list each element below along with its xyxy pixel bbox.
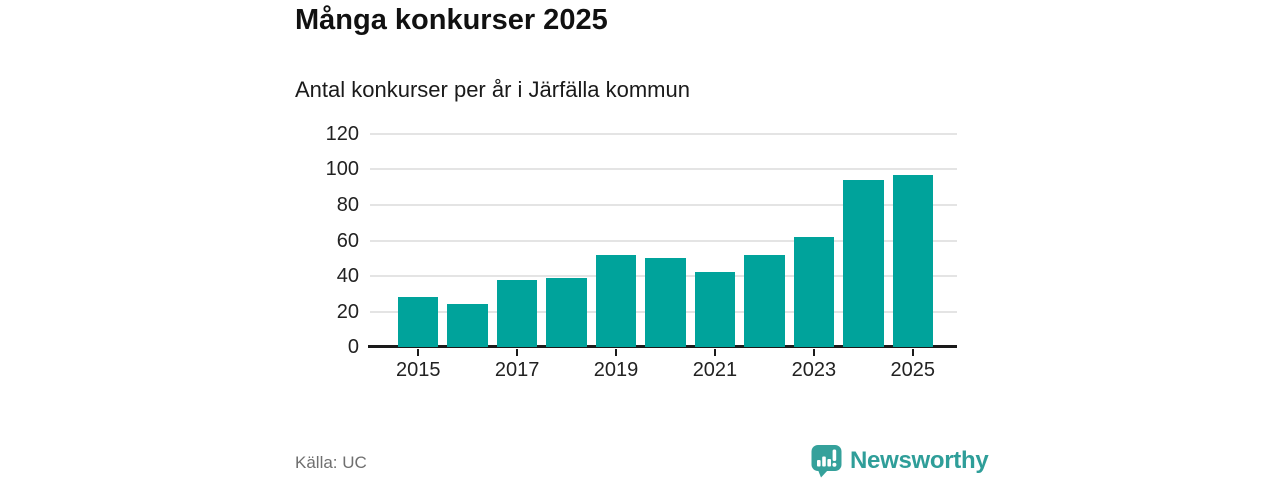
- chart-title: Många konkurser 2025: [295, 4, 608, 36]
- bar-2022: [744, 254, 785, 347]
- bar-2017: [496, 279, 538, 347]
- bar-chart-plot: 0 20 40 60 80 100 120 2015 2017 2019 2021 2023 2025: [326, 124, 957, 380]
- source-note: Källa: UC: [295, 453, 367, 472]
- x-axis-tick: [516, 349, 519, 356]
- newsworthy-badge-icon: [811, 445, 842, 478]
- chart-subtitle: Antal konkurser per år i Järfälla kommun: [295, 77, 690, 102]
- x-axis-tick-label: 2021: [692, 359, 738, 381]
- newsworthy-logo: Newsworthy: [810, 444, 989, 478]
- x-axis-tick-label: 2017: [494, 359, 540, 381]
- x-axis-tick-label: 2015: [395, 359, 441, 381]
- bar-2021: [694, 272, 736, 347]
- bar-2018: [546, 277, 587, 347]
- gridline: [370, 133, 957, 135]
- x-axis-tick: [812, 349, 815, 356]
- bar-2015: [398, 297, 439, 347]
- gridline: [370, 239, 957, 242]
- x-axis-tick: [615, 349, 618, 356]
- bar-2023: [793, 236, 835, 347]
- y-axis-tick-label: 20: [336, 300, 359, 323]
- y-axis-tick-label: 40: [336, 264, 359, 287]
- gridline: [370, 203, 957, 206]
- bar-2025: [892, 174, 933, 347]
- x-axis-tick-label: 2025: [890, 359, 936, 381]
- gridline: [370, 168, 957, 171]
- x-axis-tick-label: 2019: [593, 359, 639, 381]
- bar-2016: [447, 304, 488, 347]
- x-axis-tick-label: 2023: [791, 359, 837, 381]
- y-axis-tick-label: 80: [336, 193, 359, 216]
- y-axis-tick-label: 100: [325, 158, 359, 181]
- x-axis-tick: [417, 349, 420, 356]
- bar-2024: [843, 180, 884, 347]
- x-axis-tick: [713, 349, 716, 356]
- y-axis-tick-label: 60: [336, 229, 359, 252]
- bar-2020: [645, 258, 686, 347]
- y-axis-tick-label: 0: [347, 336, 359, 358]
- x-axis-tick: [911, 349, 914, 356]
- bar-2019: [595, 254, 637, 347]
- y-axis-tick-label: 120: [325, 123, 359, 145]
- newsworthy-wordmark: Newsworthy: [850, 447, 989, 474]
- bar-series: [398, 134, 933, 347]
